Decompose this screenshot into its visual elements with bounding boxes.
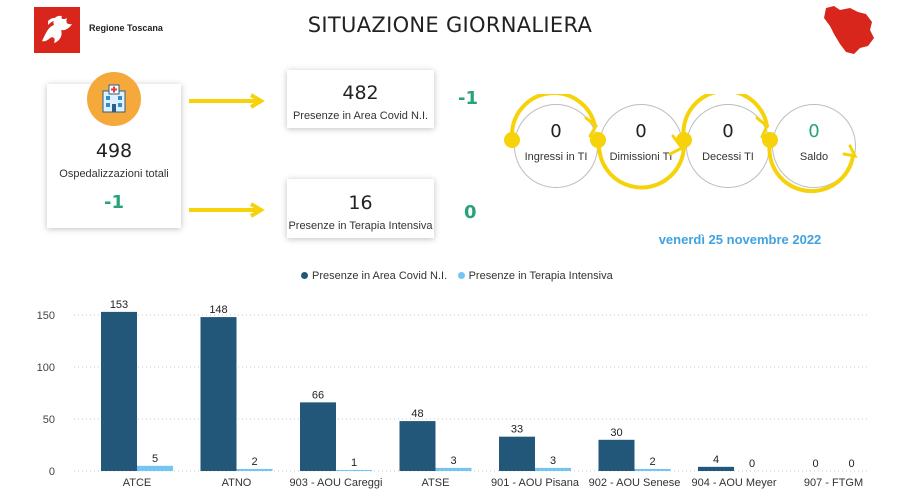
legend-intensive-swatch: [457, 272, 465, 279]
bar-intensive-3: [435, 467, 472, 471]
y-tick-label-1: 50: [43, 414, 55, 426]
legend-covid-swatch: [301, 272, 308, 279]
arrow-to-covid-icon: [189, 93, 265, 109]
data-label-intensive-3: 3: [450, 455, 456, 467]
bar-intensive-0: [137, 465, 173, 471]
intensive-card: 16 Presenze in Terapia Intensiva: [287, 179, 434, 238]
legend-covid-label: Presenze in Area Covid N.I.: [312, 269, 448, 282]
flow-saldo-label: Saldo: [799, 151, 829, 163]
pegasus-logo-icon: [42, 15, 72, 44]
bar-intensive-2: [336, 469, 372, 471]
x-tick-label-6: 904 - AOU Meyer: [692, 477, 777, 489]
y-tick-label-0: 0: [49, 466, 55, 478]
data-label-covid-3: 48: [411, 408, 423, 420]
covid-card: 482 Presenze in Area Covid N.I.: [287, 70, 434, 128]
y-tick-label-3: 150: [37, 310, 55, 322]
x-tick-label-0: ATCE: [123, 477, 152, 489]
x-tick-label-2: 903 - AOU Careggi: [290, 477, 383, 489]
intensive-label: Presenze in Terapia Intensiva: [288, 220, 433, 232]
covid-value: 482: [342, 82, 379, 104]
data-label-covid-5: 30: [610, 427, 622, 439]
covid-delta: -1: [458, 88, 478, 109]
bar-covid-4: [499, 436, 535, 471]
arrow-to-intensive-icon: [189, 202, 265, 218]
bar-covid-0: [101, 311, 137, 471]
flow-ingressi-value: 0: [550, 121, 562, 142]
data-label-covid-6: 4: [713, 454, 719, 466]
hospital-icon: [87, 72, 141, 126]
bar-intensive-4: [535, 467, 571, 471]
page-title: SITUAZIONE GIORNALIERA: [307, 13, 593, 37]
tuscany-map-icon: [824, 6, 874, 54]
bar-intensive-5: [634, 468, 671, 471]
intensive-value: 16: [348, 192, 373, 214]
covid-label: Presenze in Area Covid N.I.: [292, 110, 429, 122]
data-label-intensive-5: 2: [649, 456, 655, 468]
flow-decessi-label: Decessi TI: [702, 151, 754, 163]
bar-intensive-1: [236, 468, 273, 471]
bar-covid-5: [598, 439, 635, 471]
flow-dimissioni-value: 0: [635, 121, 647, 142]
data-label-covid-4: 33: [511, 424, 523, 436]
bar-covid-1: [200, 317, 237, 471]
flow-ingressi: 0 Ingressi in TI: [514, 104, 598, 188]
data-label-intensive-6: 0: [749, 458, 755, 470]
x-tick-label-4: 901 - AOU Pisana: [491, 477, 580, 489]
data-label-intensive-0: 5: [152, 453, 158, 465]
flow-ingressi-label: Ingressi in TI: [524, 151, 588, 163]
x-tick-label-1: ATNO: [222, 477, 252, 489]
data-label-covid-7: 0: [812, 458, 818, 470]
data-label-intensive-2: 1: [351, 457, 357, 469]
legend-intensive-label: Presenze in Terapia Intensiva: [468, 269, 613, 282]
flow-dimissioni-label: Dimissioni TI: [609, 151, 673, 163]
flow-connector-icon: [504, 94, 858, 194]
data-label-covid-0: 153: [110, 299, 128, 311]
bar-covid-6: [698, 466, 734, 471]
y-tick-label-2: 100: [37, 362, 55, 374]
x-tick-label-3: ATSE: [422, 477, 450, 489]
intensive-delta: 0: [464, 202, 477, 223]
data-label-covid-2: 66: [312, 389, 324, 401]
legend-item-covid: Presenze in Area Covid N.I.: [301, 270, 447, 282]
data-label-intensive-7: 0: [848, 458, 854, 470]
flow-saldo: 0 Saldo: [772, 104, 856, 188]
x-tick-label-7: 907 - FTGM: [804, 477, 863, 489]
data-label-intensive-1: 2: [251, 456, 257, 468]
flow-decessi-value: 0: [722, 121, 734, 142]
logo: [34, 7, 80, 53]
bar-covid-2: [300, 402, 336, 471]
data-label-covid-1: 148: [209, 304, 227, 316]
data-label-intensive-4: 3: [550, 455, 556, 467]
total-delta: -1: [104, 192, 124, 213]
tuscany-map: [820, 4, 876, 56]
legend-item-intensive: Presenze in Terapia Intensiva: [457, 269, 613, 282]
report-date: venerdì 25 novembre 2022: [658, 232, 822, 247]
bar-covid-3: [399, 421, 436, 471]
total-label: Ospedalizzazioni totali: [59, 168, 169, 180]
x-tick-label-5: 902 - AOU Senese: [589, 477, 681, 489]
total-value: 498: [95, 140, 133, 162]
chart-legend: Presenze in Area Covid N.I. Presenze in …: [301, 266, 619, 284]
brand-name: Regione Toscana: [89, 23, 163, 33]
flow-saldo-value: 0: [808, 121, 820, 142]
